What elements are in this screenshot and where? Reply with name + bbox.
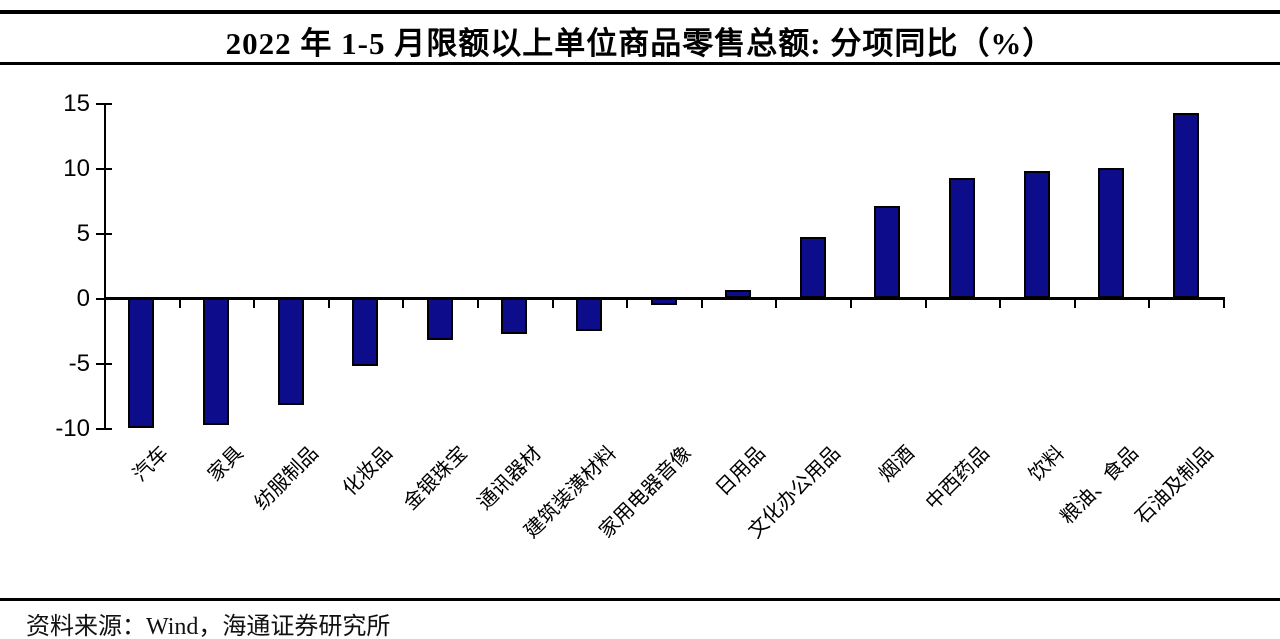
bar-石油及制品 <box>1172 113 1199 298</box>
bar-化妆品 <box>352 298 379 366</box>
x-axis-tick <box>626 300 629 308</box>
x-axis-tick <box>1148 300 1151 308</box>
bar-烟酒 <box>874 205 901 298</box>
x-axis-tick <box>477 300 479 308</box>
bar-文化办公用品 <box>799 236 826 298</box>
x-axis-tick <box>924 300 927 308</box>
y-axis-tick <box>96 428 112 430</box>
x-axis-tick <box>999 300 1002 308</box>
x-axis-tick <box>104 300 106 308</box>
x-category-label: 纺服制品 <box>250 442 323 515</box>
x-category-label: 金银珠宝 <box>399 442 472 515</box>
y-axis-tick <box>96 103 112 105</box>
title-divider-rule <box>0 62 1280 65</box>
x-category-label: 粮油、食品 <box>1056 442 1143 529</box>
x-category-label: 化妆品 <box>338 442 397 501</box>
chart-title: 2022 年 1-5 月限额以上单位商品零售总额: 分项同比（%） <box>225 26 1055 61</box>
bar-中西药品 <box>948 178 975 298</box>
bar-粮油、食品 <box>1098 168 1125 298</box>
x-category-label: 烟酒 <box>875 442 920 487</box>
x-category-label: 家具 <box>203 442 248 487</box>
x-category-label: 日用品 <box>711 442 770 501</box>
bar-家具 <box>202 298 229 426</box>
x-axis-tick <box>327 300 330 308</box>
y-tick-label: 0 <box>76 285 90 312</box>
y-tick-label: 5 <box>76 220 90 247</box>
x-axis-tick <box>1073 300 1076 308</box>
x-axis-tick <box>775 300 778 308</box>
y-axis-tick <box>96 363 112 365</box>
y-tick-label: -10 <box>55 415 90 442</box>
footer-divider-rule <box>0 598 1280 601</box>
bar-建筑装潢材料 <box>575 298 602 331</box>
y-axis-tick <box>96 168 112 170</box>
bar-金银珠宝 <box>426 298 453 340</box>
x-category-label: 汽车 <box>129 442 174 487</box>
x-category-label: 中西药品 <box>921 442 994 515</box>
x-axis-tick <box>1223 300 1225 308</box>
x-category-label: 饮料 <box>1024 442 1069 487</box>
source-note: 资料来源：Wind，海通证券研究所 <box>26 614 391 639</box>
bar-纺服制品 <box>277 298 304 405</box>
x-axis-tick <box>253 300 256 308</box>
bar-家用电器音像 <box>650 298 677 305</box>
x-category-label: 石油及制品 <box>1131 442 1218 529</box>
x-axis-tick <box>402 300 405 308</box>
top-border-rule <box>0 10 1280 14</box>
y-tick-label: -5 <box>68 350 90 377</box>
y-tick-label: 10 <box>63 155 90 182</box>
bar-日用品 <box>725 290 752 298</box>
y-axis-line <box>104 103 106 430</box>
x-axis-tick <box>551 300 554 308</box>
x-axis-tick <box>700 300 703 308</box>
bar-汽车 <box>128 298 155 428</box>
bar-饮料 <box>1023 170 1050 298</box>
x-axis-tick <box>850 300 852 308</box>
y-tick-label: 15 <box>63 90 90 117</box>
bar-通讯器材 <box>501 298 528 335</box>
x-axis-tick <box>178 300 181 308</box>
y-axis-tick <box>96 233 112 235</box>
